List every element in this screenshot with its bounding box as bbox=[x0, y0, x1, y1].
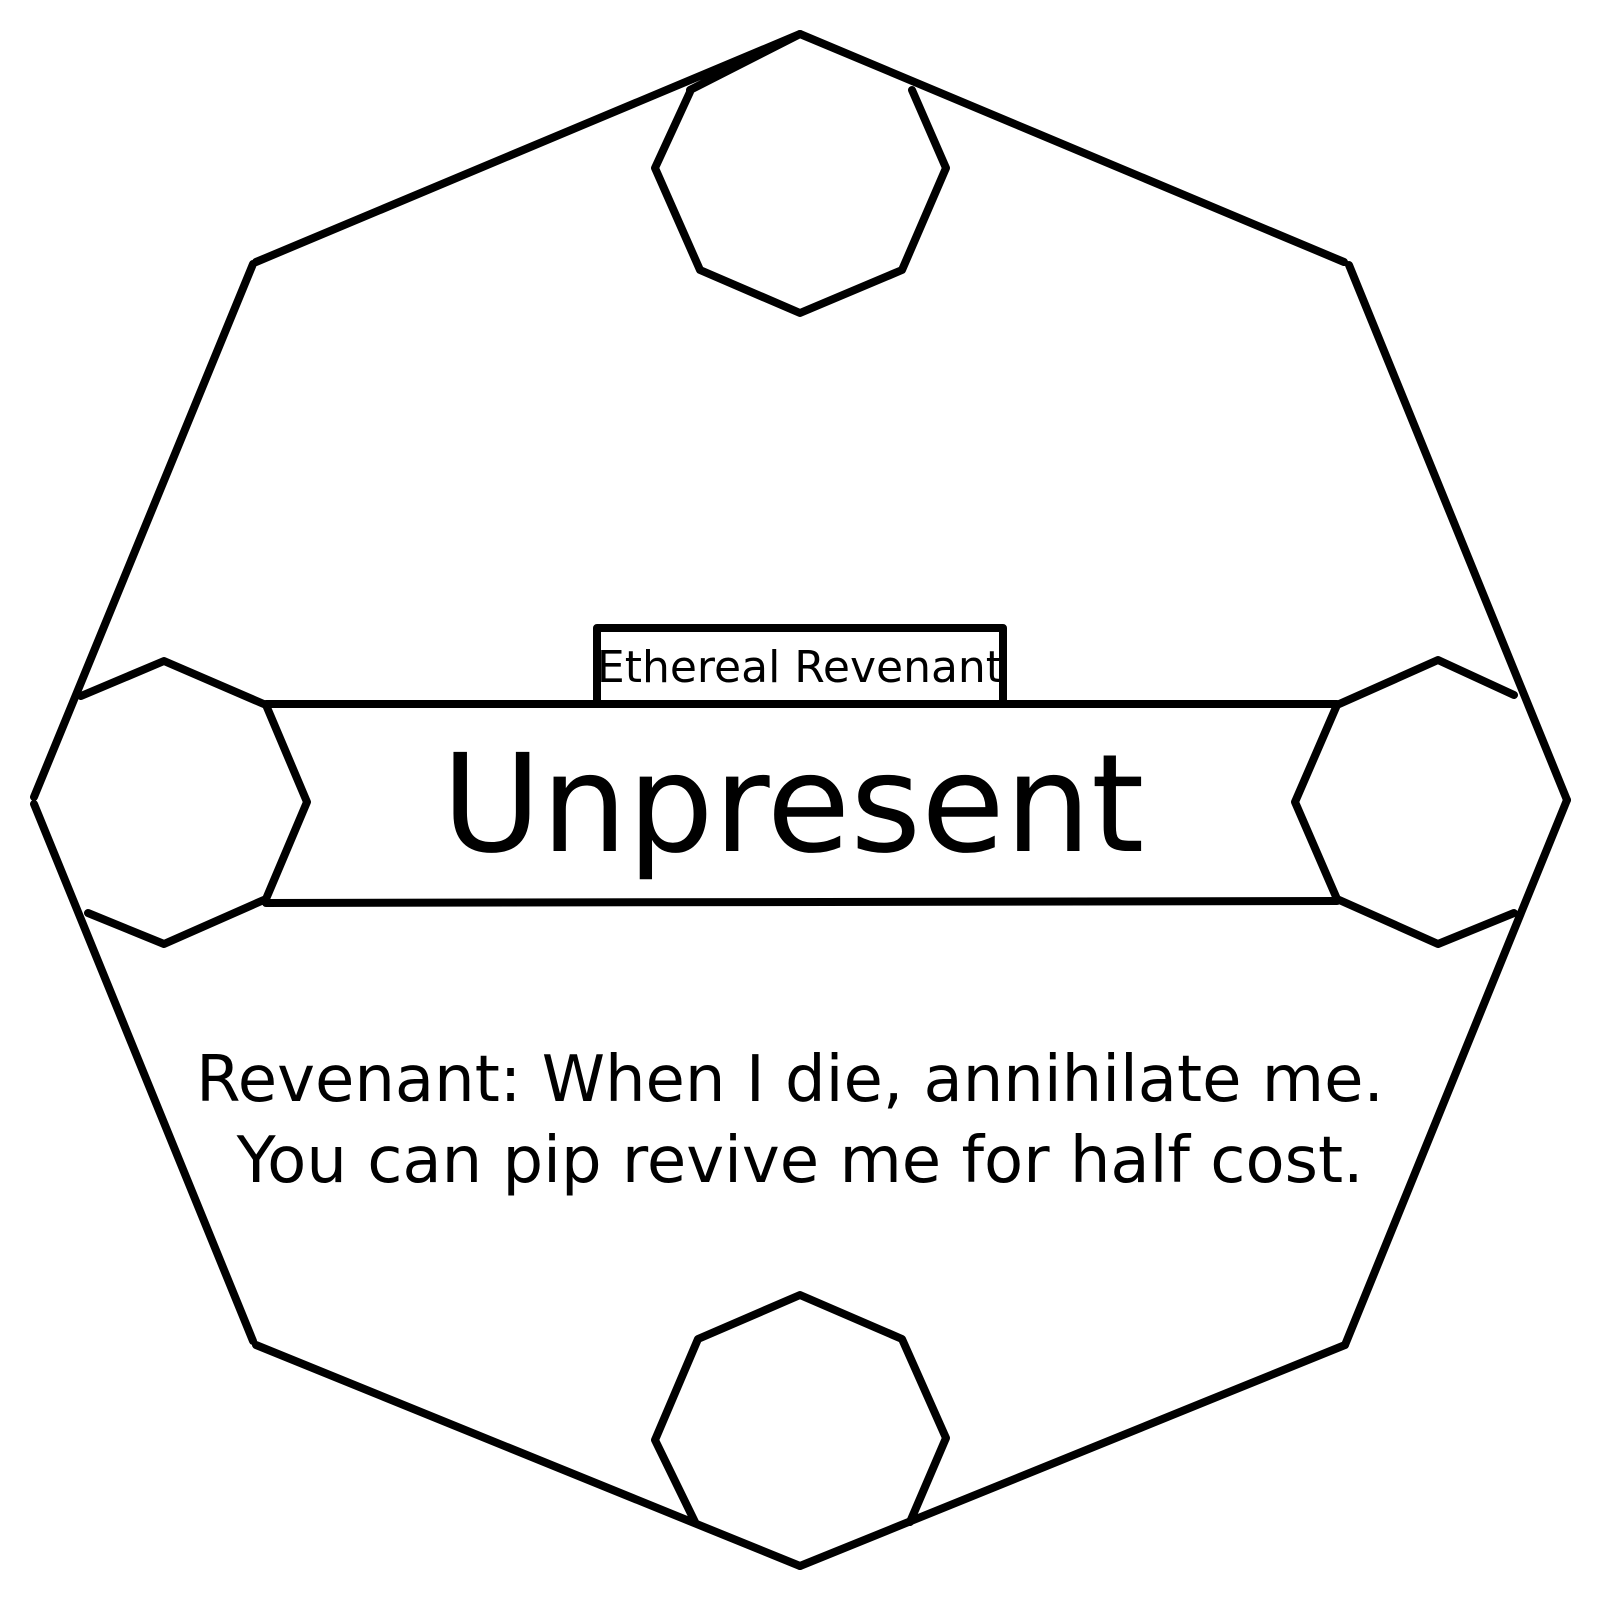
subtype-label: Ethereal Revenant bbox=[597, 642, 1003, 693]
outer-border-bottom-right-edge bbox=[796, 1341, 1349, 1570]
top-notch-octagon bbox=[651, 86, 950, 317]
bottom-notch-octagon bbox=[651, 1291, 950, 1526]
title-banner-bottom-line bbox=[262, 897, 1341, 907]
left-notch-octagon bbox=[77, 657, 311, 948]
rules-text-line-1: Revenant: When I die, annihilate me. bbox=[196, 1043, 1384, 1117]
rules-line-1-rest: When I die, annihilate me. bbox=[521, 1043, 1384, 1117]
outer-border-top-right-edge bbox=[796, 30, 1348, 266]
outer-border-left-lower-edge bbox=[30, 800, 257, 1345]
outer-border-right-lower-edge bbox=[1341, 796, 1571, 1349]
card-name: Unpresent bbox=[442, 726, 1145, 884]
rules-keyword: Revenant: bbox=[196, 1043, 521, 1117]
outer-border-left-upper-edge bbox=[30, 260, 257, 801]
right-notch-octagon bbox=[1291, 656, 1518, 948]
outer-border-right-upper-edge bbox=[1345, 261, 1571, 804]
outer-border-bottom-left-edge bbox=[252, 1341, 804, 1570]
outer-border-top-left-edge bbox=[252, 30, 804, 266]
rules-text-line-2: You can pip revive me for half cost. bbox=[236, 1124, 1364, 1198]
subtype-box bbox=[593, 624, 1007, 708]
